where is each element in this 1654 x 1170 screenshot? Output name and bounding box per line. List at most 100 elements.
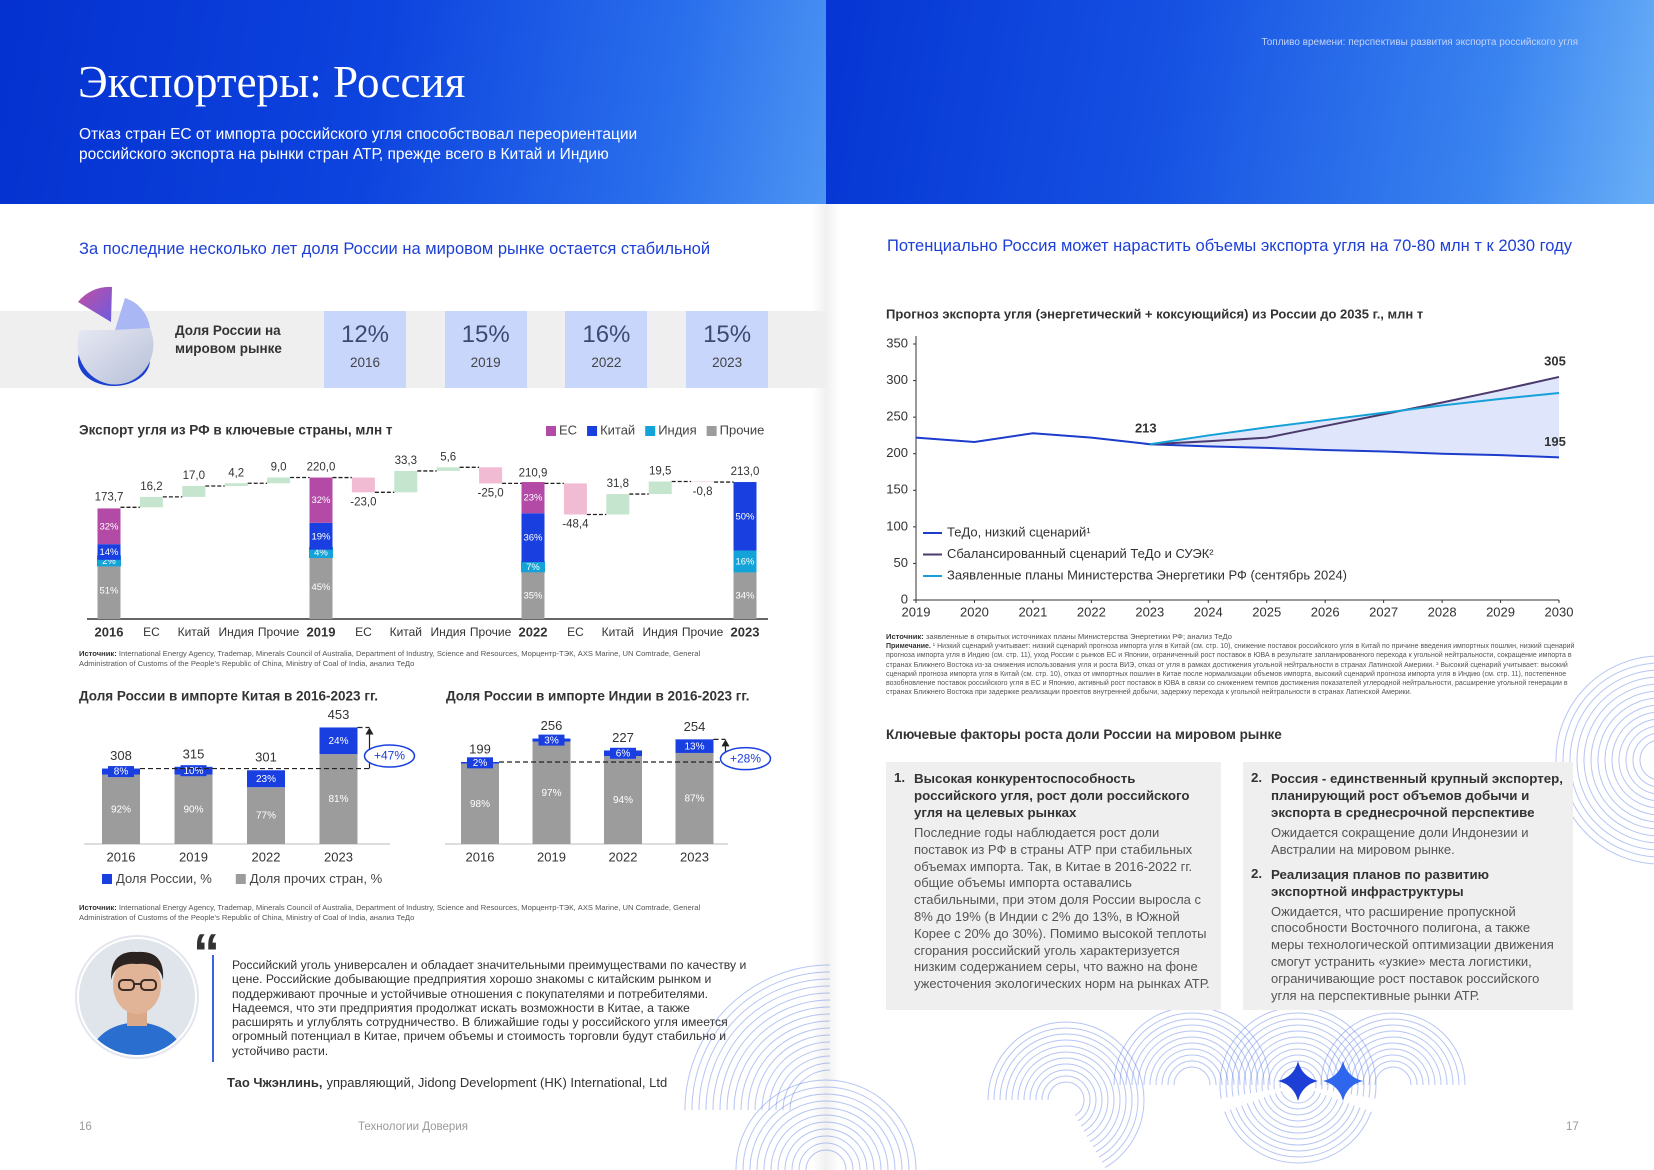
decor-star (1323, 1061, 1363, 1101)
bar-segment (532, 741, 571, 844)
decor-arc (1077, 1099, 1091, 1122)
annotation-badge (719, 746, 772, 771)
value-label: 9,0 (271, 462, 287, 474)
label-badge (180, 765, 207, 777)
decor-arc (1229, 1109, 1367, 1158)
photo (75, 935, 199, 1059)
running-title: Топливо времени: перспективы развития эк… (1261, 37, 1578, 48)
x-tick-label: Индия (430, 625, 465, 639)
decor-arc (1104, 1099, 1145, 1168)
x-tick-label: 2019 (179, 849, 208, 864)
author-name: Тао Чжэнлинь, (227, 1075, 323, 1090)
factor-box: 2. Россия - единственный крупный экспорт… (1243, 762, 1573, 1010)
decor-arc (1269, 1095, 1327, 1116)
x-tick-label: 2016 (107, 849, 136, 864)
segment-label: 34% (735, 591, 755, 602)
bar-segment (521, 482, 545, 514)
bar-delta (479, 467, 503, 484)
segment-label: 16% (735, 556, 755, 567)
value-label: 31,8 (607, 478, 629, 490)
legend-label: ТеДо, низкий сценарий¹ (947, 524, 1091, 539)
bar-segment (309, 549, 333, 556)
decor-arc (1155, 1048, 1229, 1086)
share-box: 12% 2016 (324, 311, 406, 388)
section-title: Потенциально Россия может нарастить объе… (887, 237, 1572, 255)
decor-arc (1080, 1099, 1097, 1127)
x-tick-label: 2019 (902, 604, 931, 619)
decor-arc (1089, 1099, 1115, 1143)
decor-arc (1098, 1099, 1133, 1158)
bar-segment (675, 752, 714, 844)
decor-arc (1119, 1012, 1265, 1086)
x-tick-label: 2028 (1428, 604, 1457, 619)
bar-delta (394, 470, 418, 493)
bar-segment (319, 754, 358, 844)
segment-label: 10% (183, 766, 203, 777)
decor-arc (999, 1033, 1133, 1101)
x-tick-label: Китай (178, 625, 210, 639)
bar-delta (648, 481, 672, 495)
x-tick-label: Индия (642, 625, 677, 639)
segment-label: 6% (616, 748, 631, 759)
decor-arc (1143, 1036, 1241, 1086)
bar-segment (97, 508, 121, 545)
bar-segment (309, 555, 333, 619)
decor-arc (1167, 1060, 1217, 1086)
bar-delta (267, 477, 291, 484)
decor-arc (1258, 1099, 1338, 1128)
decor-arc (1280, 1090, 1316, 1104)
page-title: Экспортеры: Россия (78, 57, 466, 107)
factor-number: 1. (894, 770, 906, 785)
legend-label: ЕС (559, 422, 577, 437)
x-tick-label: 2026 (1311, 604, 1340, 619)
section-title: За последние несколько лет доля России н… (79, 240, 711, 258)
segment-label: 45% (311, 582, 331, 593)
value-label: 315 (183, 746, 205, 761)
segment-label: 3% (544, 735, 559, 746)
decor-arc (1083, 1099, 1103, 1132)
legend-swatch (102, 874, 112, 884)
bar-segment (521, 513, 545, 563)
chart-note: Примечание. ¹ Низкий сценарий учитывает:… (886, 642, 1576, 698)
segment-label: 23% (256, 774, 276, 785)
chart-title: Экспорт угля из РФ в ключевые страны, мл… (79, 423, 393, 438)
factor-item: 2. Реализация планов по развитию экспорт… (1243, 866, 1573, 1005)
note-label: Примечание. (886, 643, 931, 650)
segment-label: 14% (99, 547, 119, 558)
growth-arrowhead (721, 739, 730, 747)
segment-label: 13% (684, 741, 704, 752)
decor-arc (1101, 1099, 1139, 1163)
factor-number: 2. (1251, 865, 1263, 881)
decor-arc (1639, 740, 1654, 780)
header-band (826, 0, 1654, 204)
bar-segment (461, 763, 499, 844)
source-label: Источник: (886, 632, 924, 641)
value-label: 213 (1135, 421, 1157, 436)
share-box: 16% 2022 (565, 311, 648, 388)
decor-arc (1368, 1060, 1418, 1086)
decor-arc (1113, 1006, 1271, 1086)
bar-segment (521, 562, 545, 572)
value-label: 195 (1544, 434, 1566, 449)
bar-segment (174, 766, 213, 775)
y-tick-label: 300 (886, 372, 908, 387)
value-label: 220,0 (307, 462, 336, 474)
label-badge (538, 734, 565, 746)
legend-swatch (706, 426, 717, 436)
decor-arc (1625, 726, 1654, 794)
decor-arc (1249, 1036, 1347, 1094)
bar-segment (309, 522, 333, 550)
x-tick-label: 2020 (960, 604, 989, 619)
decor-arc (1231, 1018, 1365, 1097)
value-label: 256 (541, 718, 563, 733)
value-label: 213,0 (731, 466, 760, 478)
value-label: 173,7 (95, 491, 124, 503)
bar-segment (675, 739, 714, 753)
bar-segment (733, 550, 757, 573)
value-label: 19,5 (649, 466, 671, 478)
value-label: -48,4 (562, 519, 589, 531)
footer-brand: Технологии Доверия (358, 1121, 468, 1133)
decor-arc (1273, 1060, 1323, 1090)
series-line (915, 432, 1560, 459)
x-tick-label: 2023 (324, 849, 353, 864)
